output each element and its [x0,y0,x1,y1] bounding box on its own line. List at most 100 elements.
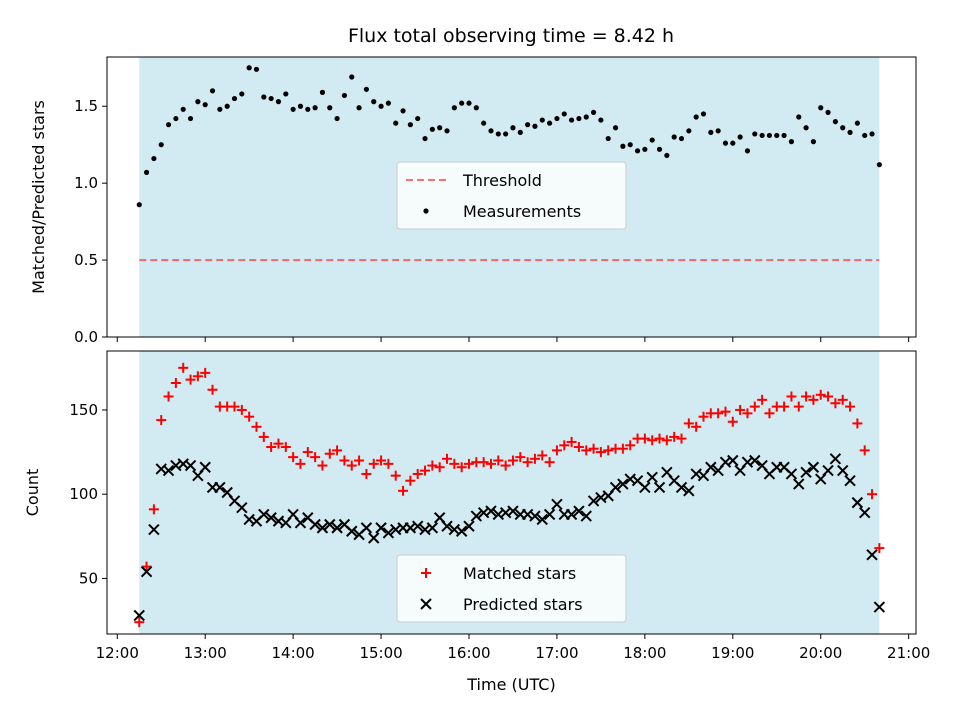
predicted-star-point [375,522,387,534]
predicted-mark-b [148,523,160,536]
legend-measurements-label: Measurements [463,202,581,221]
matched-star-point [236,404,247,415]
predicted-mark-b [807,461,820,473]
predicted-star-point [536,513,548,526]
measurement-point [305,106,311,112]
predicted-mark-b [390,523,402,536]
matched-star-point [874,543,885,554]
matched-star-point [588,443,599,454]
measurement-point [239,91,245,97]
predicted-mark-b [858,507,871,519]
predicted-mark-b [829,453,842,465]
predicted-star-point [822,464,834,477]
matched-star-point [427,460,438,471]
predicted-mark-b [543,508,556,521]
legend-predicted-mark-b [420,598,432,610]
matched-star-point [845,401,856,412]
matched-star-point [376,455,387,466]
predicted-star-point [683,485,695,497]
matched-star-point [859,445,870,456]
matched-star-point [815,389,826,400]
predicted-mark-b [822,464,834,477]
matched-star-point [581,445,592,456]
predicted-mark-b [419,523,431,536]
predicted-star-point [368,532,380,544]
matched-star-point [456,462,467,473]
measurement-point [576,115,582,122]
measurement-point [730,140,736,146]
matched-star-point [141,561,152,572]
matched-star-point [485,458,496,469]
measurement-point [715,128,721,134]
predicted-mark-b [595,491,607,504]
predicted-star-point [800,466,812,478]
measurement-point [642,146,648,152]
matched-star-point [647,435,658,446]
measurement-point [481,120,487,126]
predicted-mark-b [184,459,197,472]
predicted-star-point [411,520,424,532]
matched-star-point [442,453,453,464]
matched-star-point [676,433,687,444]
predicted-mark-b [631,475,644,487]
matched-star-point [339,455,350,466]
matched-star-point [324,448,335,459]
x-tick-label: 12:00 [96,644,139,662]
measurement-point [151,155,157,162]
measurement-point [547,120,553,126]
matched-star-point [507,455,518,466]
measurement-point [503,131,509,137]
measurement-point [693,114,699,120]
legend-predicted-label: Predicted stars [463,595,583,614]
matched-star-point [852,418,863,429]
bottom-y-ticks: 50 100 150 [69,401,107,587]
x-tick-label: 19:00 [711,644,754,662]
predicted-star-point [609,481,622,494]
predicted-mark-b [565,508,578,521]
measurement-point [224,103,230,109]
predicted-star-point [705,461,717,473]
predicted-mark-b [507,505,519,517]
predicted-mark-b [133,609,145,622]
predicted-mark-b [499,507,512,519]
legend-measurements-sample [423,208,429,214]
matched-star-point [266,442,277,453]
predicted-mark-b [140,565,153,578]
predicted-star-point [331,522,343,534]
y-tick-label: 0.0 [74,328,98,346]
matched-star-point [793,401,804,412]
measurement-point [700,111,707,117]
matched-star-point [522,457,533,468]
matched-star-point [757,394,768,405]
predicted-star-point [807,461,820,473]
predicted-star-point [785,468,798,480]
matched-star-point [463,458,474,469]
matched-star-point [229,401,240,412]
matched-star-point [749,401,760,412]
predicted-mark-b [683,485,695,497]
matched-star-point [493,455,504,466]
matched-star-point [398,485,409,496]
predicted-mark-b [485,505,497,517]
predicted-star-point [199,461,211,473]
matched-star-point [529,453,540,464]
measurement-point [437,125,443,131]
x-tick-label: 15:00 [359,644,402,662]
predicted-star-point [873,601,886,613]
measurement-point [605,135,611,142]
legend-threshold-label: Threshold [462,171,542,190]
measurement-point [400,108,406,114]
bottom-frame [106,350,917,635]
predicted-mark-b [455,525,468,537]
predicted-mark-b [236,501,248,514]
matched-star-point [669,431,680,442]
matched-star-point [478,457,489,468]
predicted-mark-b [727,454,739,467]
x-tick-label: 16:00 [447,644,490,662]
y-tick-label: 50 [79,569,98,587]
predicted-star-point [793,478,805,490]
top-x-ticks [116,337,910,342]
measurement-point [708,129,714,135]
matched-star-point [317,460,328,471]
measurement-point [854,120,860,126]
